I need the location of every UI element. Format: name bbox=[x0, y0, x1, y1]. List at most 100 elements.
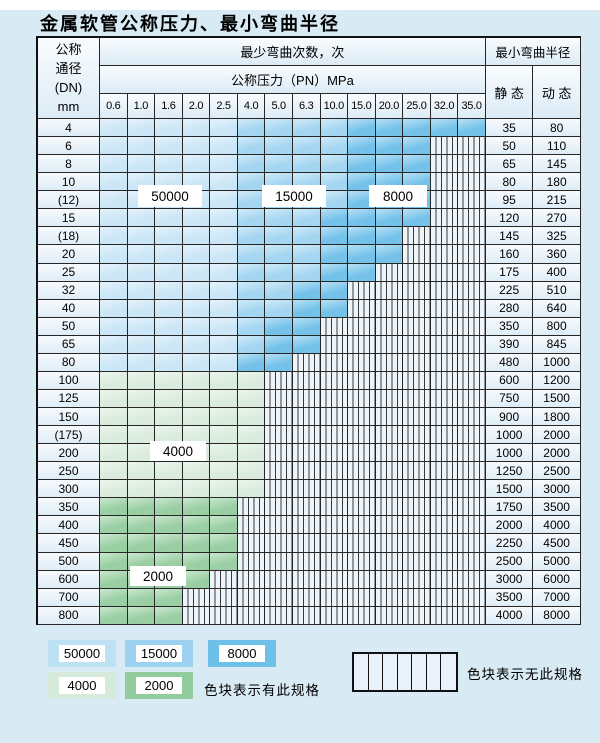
grid-cell bbox=[458, 299, 486, 318]
dynamic-radius-value: 3500 bbox=[533, 498, 581, 517]
grid-cell bbox=[320, 335, 349, 354]
grid-cell bbox=[348, 137, 376, 156]
grid-cell bbox=[458, 552, 486, 571]
grid-cell bbox=[237, 245, 266, 264]
grid-cell bbox=[127, 317, 156, 336]
grid-cell bbox=[292, 534, 321, 553]
grid-cell bbox=[430, 516, 459, 535]
grid-cell bbox=[100, 516, 128, 535]
grid-cell bbox=[182, 299, 211, 318]
grid-cell bbox=[403, 444, 431, 463]
grid-cell bbox=[237, 498, 266, 517]
grid-cell bbox=[182, 408, 211, 427]
dynamic-radius-value: 2000 bbox=[533, 444, 581, 463]
grid-cell bbox=[348, 227, 376, 246]
grid-cell bbox=[265, 534, 293, 553]
grid-cell bbox=[155, 408, 183, 427]
grid-cell bbox=[127, 155, 156, 174]
grid-cell bbox=[348, 155, 376, 174]
grid-cell bbox=[100, 371, 128, 390]
grid-cell bbox=[100, 534, 128, 553]
grid-cell bbox=[403, 281, 431, 300]
nominal-pressure-header: 公称压力（PN）MPa bbox=[100, 66, 486, 94]
grid-cell bbox=[320, 245, 349, 264]
grid-cell bbox=[458, 119, 486, 138]
grid-cell bbox=[375, 119, 404, 138]
grid-cell bbox=[348, 119, 376, 138]
grid-cell bbox=[375, 498, 404, 517]
grid-cell bbox=[430, 317, 459, 336]
dynamic-radius-value: 8000 bbox=[533, 606, 581, 625]
dynamic-radius-value: 360 bbox=[533, 245, 581, 264]
static-radius-value: 65 bbox=[485, 155, 534, 174]
grid-cell bbox=[237, 335, 266, 354]
static-radius-value: 2500 bbox=[485, 552, 534, 571]
grid-cell bbox=[292, 119, 321, 138]
static-radius-value: 4000 bbox=[485, 606, 534, 625]
grid-cell bbox=[265, 462, 293, 481]
pressure-tick: 35.0 bbox=[458, 94, 486, 119]
legend-has-spec-text: 色块表示有此规格 bbox=[204, 683, 320, 698]
grid-cell bbox=[458, 353, 486, 372]
dn-header-line: 公称 bbox=[55, 42, 82, 57]
grid-cell bbox=[210, 245, 238, 264]
grid-cell bbox=[375, 335, 404, 354]
grid-cell bbox=[155, 245, 183, 264]
legend-swatch-2000: 2000 bbox=[125, 672, 193, 699]
pressure-tick: 32.0 bbox=[430, 94, 459, 119]
grid-cell bbox=[375, 534, 404, 553]
grid-cell bbox=[320, 317, 349, 336]
legend-swatch-15000: 15000 bbox=[125, 640, 193, 667]
grid-cell bbox=[430, 299, 459, 318]
grid-cell bbox=[348, 209, 376, 228]
grid-cell bbox=[182, 137, 211, 156]
grid-cell bbox=[403, 498, 431, 517]
grid-cell bbox=[348, 480, 376, 499]
grid-cell bbox=[430, 462, 459, 481]
grid-cell bbox=[348, 516, 376, 535]
grid-cell bbox=[320, 444, 349, 463]
grid-cell bbox=[210, 534, 238, 553]
grid-cell bbox=[458, 534, 486, 553]
grid-cell bbox=[430, 227, 459, 246]
grid-cell bbox=[458, 516, 486, 535]
hatch-sample-cell bbox=[412, 654, 427, 690]
dynamic-radius-value: 7000 bbox=[533, 588, 581, 607]
grid-cell bbox=[182, 389, 211, 408]
grid-cell bbox=[375, 245, 404, 264]
grid-cell bbox=[458, 426, 486, 445]
grid-cell bbox=[348, 606, 376, 625]
grid-cell bbox=[292, 227, 321, 246]
grid-cell bbox=[265, 227, 293, 246]
grid-cell bbox=[210, 119, 238, 138]
grid-cell bbox=[127, 371, 156, 390]
grid-cell bbox=[265, 137, 293, 156]
grid-cell bbox=[155, 534, 183, 553]
grid-cell bbox=[320, 209, 349, 228]
grid-cell bbox=[265, 335, 293, 354]
dn-header-line: 通径 bbox=[55, 61, 82, 76]
dn-cell: 50 bbox=[38, 317, 100, 336]
grid-cell bbox=[182, 498, 211, 517]
grid-cell bbox=[458, 408, 486, 427]
dynamic-radius-value: 5000 bbox=[533, 552, 581, 571]
grid-cell bbox=[210, 299, 238, 318]
grid-cell bbox=[265, 209, 293, 228]
dynamic-radius-value: 180 bbox=[533, 173, 581, 192]
grid-cell bbox=[458, 335, 486, 354]
static-radius-value: 225 bbox=[485, 281, 534, 300]
grid-cell bbox=[155, 371, 183, 390]
grid-cell bbox=[182, 462, 211, 481]
static-radius-value: 390 bbox=[485, 335, 534, 354]
grid-cell bbox=[403, 389, 431, 408]
grid-cell bbox=[320, 480, 349, 499]
grid-cell bbox=[375, 281, 404, 300]
grid-cell bbox=[430, 353, 459, 372]
grid-cell bbox=[430, 480, 459, 499]
grid-cell bbox=[403, 534, 431, 553]
grid-cell bbox=[237, 588, 266, 607]
grid-cell bbox=[237, 317, 266, 336]
dn-cell: 200 bbox=[38, 444, 100, 463]
dn-cell: 100 bbox=[38, 371, 100, 390]
